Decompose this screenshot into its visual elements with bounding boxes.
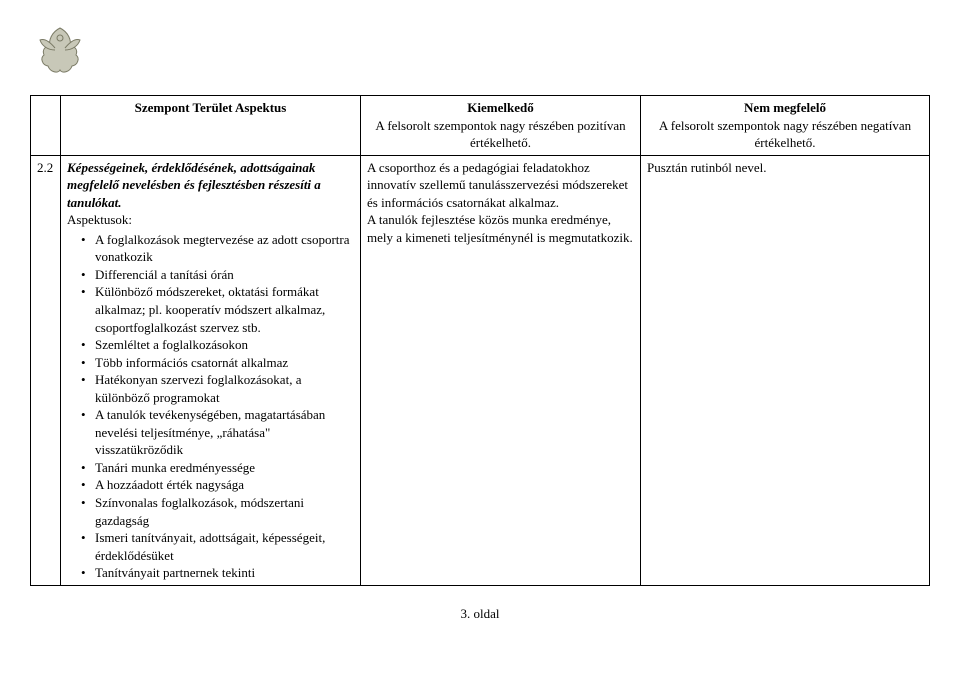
row-bad-text: Pusztán rutinból nevel. — [647, 160, 767, 175]
header-good-title: Kiemelkedő — [467, 100, 533, 115]
header-aspect-cell: Szempont Terület Aspektus — [61, 96, 361, 156]
row-title: Képességeinek, érdeklődésének, adottsága… — [67, 159, 354, 212]
list-item: A hozzáadott érték nagysága — [81, 476, 354, 494]
list-item: Tanári munka eredményessége — [81, 459, 354, 477]
list-item: Több információs csatornát alkalmaz — [81, 354, 354, 372]
row-number: 2.2 — [37, 160, 53, 175]
list-item: Tanítványait partnernek tekinti — [81, 564, 354, 582]
list-item: A foglalkozások megtervezése az adott cs… — [81, 231, 354, 266]
aspektusok-list: A foglalkozások megtervezése az adott cs… — [67, 231, 354, 582]
list-item: Differenciál a tanítási órán — [81, 266, 354, 284]
table-header-row: Szempont Terület Aspektus Kiemelkedő A f… — [31, 96, 930, 156]
aspektusok-label: Aspektusok: — [67, 211, 354, 229]
table-row: 2.2 Képességeinek, érdeklődésének, adott… — [31, 155, 930, 585]
header-bad-sub: A felsorolt szempontok nagy részében neg… — [647, 117, 923, 152]
header-bad-title: Nem megfelelő — [744, 100, 826, 115]
row-aspect-cell: Képességeinek, érdeklődésének, adottsága… — [61, 155, 361, 585]
header-good-cell: Kiemelkedő A felsorolt szempontok nagy r… — [361, 96, 641, 156]
header-num-cell — [31, 96, 61, 156]
list-item: Hatékonyan szervezi foglalkozásokat, a k… — [81, 371, 354, 406]
row-number-cell: 2.2 — [31, 155, 61, 585]
list-item: Különböző módszereket, oktatási formákat… — [81, 283, 354, 336]
header-good-sub: A felsorolt szempontok nagy részében poz… — [367, 117, 634, 152]
list-item: A tanulók tevékenységében, magatartásába… — [81, 406, 354, 459]
header-bad-cell: Nem megfelelő A felsorolt szempontok nag… — [641, 96, 930, 156]
evaluation-table: Szempont Terület Aspektus Kiemelkedő A f… — [30, 95, 930, 586]
list-item: Szemléltet a foglalkozásokon — [81, 336, 354, 354]
row-bad-cell: Pusztán rutinból nevel. — [641, 155, 930, 585]
list-item: Ismeri tanítványait, adottságait, képess… — [81, 529, 354, 564]
page-number: 3. oldal — [30, 606, 930, 622]
row-good-text: A csoporthoz és a pedagógiai feladatokho… — [367, 159, 634, 247]
header-aspect-label: Szempont Terület Aspektus — [135, 100, 287, 115]
list-item: Színvonalas foglalkozások, módszertani g… — [81, 494, 354, 529]
page-logo — [30, 20, 90, 80]
row-good-cell: A csoporthoz és a pedagógiai feladatokho… — [361, 155, 641, 585]
